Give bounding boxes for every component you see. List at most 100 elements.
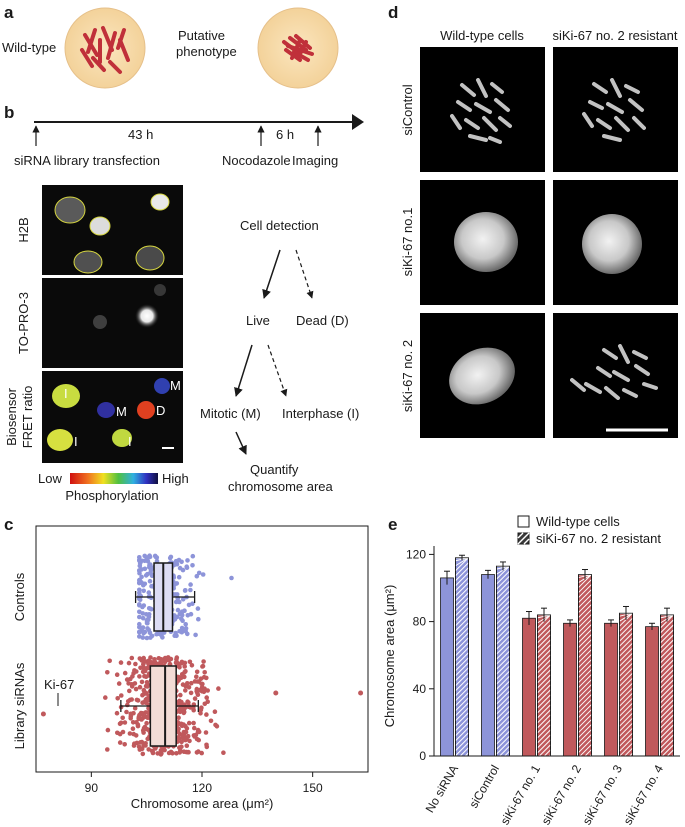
chart-c-point [139, 679, 145, 685]
chart-c-point [118, 660, 124, 665]
chart-c-point [185, 681, 190, 686]
chart-e-bar [522, 617, 536, 757]
image-label-fret: FRET ratio [20, 386, 35, 449]
chart-e-category-label: siKi-67 no. 2 [539, 762, 585, 827]
chart-e-hatch [578, 689, 592, 703]
chart-e-hatch [578, 669, 592, 683]
chart-c-point [145, 736, 150, 742]
chart-e-category-label: siKi-67 no. 1 [498, 762, 544, 827]
chart-c-point [201, 659, 206, 664]
chart-c-point [191, 720, 196, 726]
chart-e-hatch [455, 677, 469, 692]
chart-e-hatch [578, 639, 592, 653]
chart-e-hatch [578, 699, 592, 713]
chart-c-point [133, 661, 138, 667]
fret-tag-i-3: I [128, 434, 132, 449]
chart-e-hatch [537, 714, 551, 729]
chart-c-point [183, 622, 188, 627]
chart-c-point [202, 686, 207, 691]
chart-c-point [186, 749, 191, 755]
chart-e-hatch [578, 704, 592, 718]
chart-c-xtick-label: 90 [85, 781, 99, 795]
chart-c-point [138, 665, 143, 671]
chart-c-point [200, 572, 206, 577]
chart-e-hatch [660, 649, 674, 664]
chart-e-hatch [619, 617, 633, 632]
chart-e-legend: Wild-type cells siKi-67 no. 2 resistant [517, 514, 661, 546]
flow-dead: Dead (D) [296, 313, 349, 328]
chart-e-hatch [496, 740, 510, 755]
chart-e-hatch [496, 620, 510, 635]
chromosome-spread-res-siki67-2 [570, 344, 658, 400]
chart-c-point [137, 684, 143, 690]
colorbar-low: Low [38, 471, 62, 486]
image-label-h2b: H2B [16, 217, 31, 242]
chart-e-hatch [578, 614, 592, 628]
chart-e-bar [455, 557, 469, 757]
chart-c-point [137, 614, 142, 620]
chart-c-point [197, 687, 202, 693]
flow-mitotic: Mitotic (M) [200, 406, 261, 421]
chart-e-hatch [578, 599, 592, 613]
chart-c-point [177, 750, 183, 755]
flow-arrow-mitotic [234, 344, 253, 397]
chromosome-cluster-wt-siki67-2 [449, 347, 515, 405]
chart-e-hatch [496, 640, 510, 655]
chart-c-xlabel: Chromosome area (μm²) [131, 796, 274, 811]
chart-c-point [117, 740, 123, 745]
chart-c-point [196, 570, 202, 576]
chart-c-point [183, 729, 189, 735]
chart-c-point [174, 660, 180, 665]
chart-e-hatch [496, 645, 510, 660]
chart-c-outlier [40, 711, 46, 717]
chart-c-point [162, 747, 167, 753]
chart-c-point [143, 710, 149, 715]
chart-c-point [142, 553, 147, 559]
chart-e-hatch [578, 734, 592, 748]
chart-c-point [174, 655, 180, 660]
chart-c-point [187, 659, 193, 665]
flow-arrow-live [262, 249, 281, 299]
chart-c-point [182, 608, 187, 613]
chart-e-hatch [455, 642, 469, 657]
chart-e-hatch [455, 557, 469, 572]
chart-e-hatch [455, 672, 469, 687]
row-label-sicontrol: siControl [400, 84, 415, 135]
chart-e-hatch [619, 677, 633, 692]
row-label-siki67-2: siKi-67 no. 2 [400, 340, 415, 412]
chart-c-point [182, 664, 187, 669]
chart-c-point [176, 715, 181, 720]
chart-e-hatch [578, 714, 592, 728]
chart-e-hatch [578, 634, 592, 648]
chromosome-spread-wt-sicontrol [450, 78, 512, 144]
chart-e-hatch [660, 639, 674, 654]
chart-e-bar [481, 574, 495, 757]
chart-e-hatch [619, 652, 633, 667]
chart-e-hatch [660, 674, 674, 689]
chart-c-point [137, 596, 142, 602]
chart-c-point [137, 747, 143, 752]
panel-letter-b: b [4, 103, 14, 122]
chart-c-point [221, 750, 226, 755]
chart-c-point [105, 747, 110, 752]
chart-e-hatch [660, 664, 674, 679]
chart-e-hatch [537, 699, 551, 714]
chart-e-hatch [455, 717, 469, 732]
chart-e-bars [440, 554, 674, 769]
chart-c-point [179, 739, 184, 745]
chromosome-cluster-wt-siki67-1 [454, 212, 518, 272]
chart-e-hatch [496, 730, 510, 745]
flow-live: Live [246, 313, 270, 328]
chart-e-hatch [578, 679, 592, 693]
chart-e-hatch [455, 682, 469, 697]
chart-e-hatch [496, 660, 510, 675]
chart-c-point [140, 751, 146, 757]
chart-e-hatch [496, 630, 510, 645]
panel-d: d Wild-type cells siKi-67 no. 2 resistan… [388, 3, 678, 438]
chart-e-hatch [455, 582, 469, 597]
wildtype-label: Wild-type [2, 40, 56, 55]
chart-c-point [137, 602, 142, 607]
col-header-wildtype: Wild-type cells [440, 28, 524, 43]
panel-letter-e: e [388, 515, 397, 534]
flow-cell-detection: Cell detection [240, 218, 319, 233]
